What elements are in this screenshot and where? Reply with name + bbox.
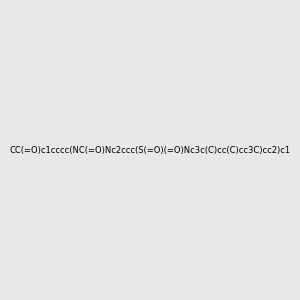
Text: CC(=O)c1cccc(NC(=O)Nc2ccc(S(=O)(=O)Nc3c(C)cc(C)cc3C)cc2)c1: CC(=O)c1cccc(NC(=O)Nc2ccc(S(=O)(=O)Nc3c(… [9,146,291,154]
